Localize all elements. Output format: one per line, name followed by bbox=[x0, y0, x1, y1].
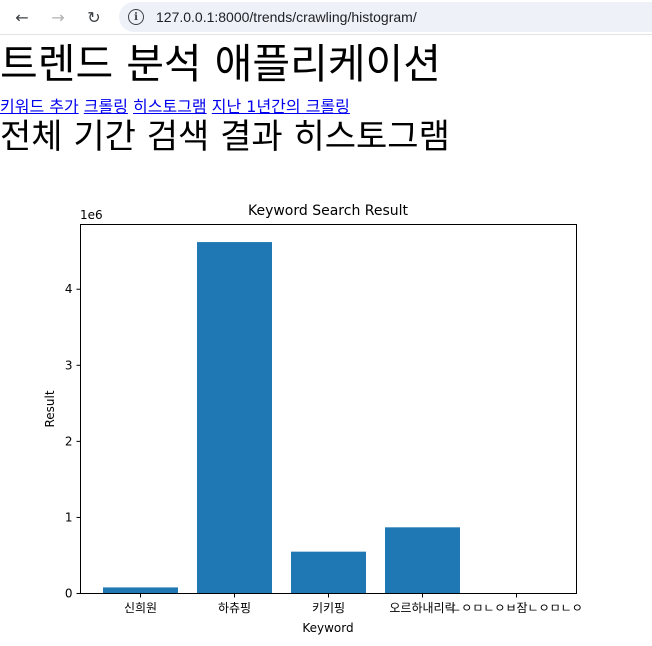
address-bar[interactable]: i 127.0.0.1:8000/trends/crawling/histogr… bbox=[119, 2, 652, 32]
y-tick-label: 1 bbox=[65, 510, 73, 524]
nav-links: 키워드 추가 크롤링 히스토그램 지난 1년간의 크롤링 bbox=[0, 96, 350, 118]
bar bbox=[291, 551, 366, 594]
nav-link-crawling[interactable]: 크롤링 bbox=[83, 97, 128, 116]
y-tick-label: 4 bbox=[65, 282, 73, 296]
page-title: 트렌드 분석 애플리케이션 bbox=[0, 40, 441, 88]
y-axis-offset-label: 1e6 bbox=[80, 208, 103, 222]
x-tick-label: ㄴㅇㅁㄴㅇㅂ잠ㄴㅇㅁㄴㅇ bbox=[450, 601, 582, 615]
nav-link-add-keyword[interactable]: 키워드 추가 bbox=[0, 97, 79, 116]
x-tick-label: 오르하내리락 bbox=[389, 601, 455, 615]
bar bbox=[103, 587, 178, 594]
section-title: 전체 기간 검색 결과 히스토그램 bbox=[0, 117, 450, 157]
bar bbox=[385, 527, 460, 594]
nav-link-last-year-crawling[interactable]: 지난 1년간의 크롤링 bbox=[211, 97, 350, 116]
reload-icon[interactable]: ↻ bbox=[87, 7, 101, 27]
plot-frame bbox=[80, 224, 577, 594]
forward-icon[interactable]: → bbox=[51, 7, 65, 27]
browser-toolbar: ← → ↻ i 127.0.0.1:8000/trends/crawling/h… bbox=[0, 0, 652, 35]
y-tick-label: 3 bbox=[65, 358, 73, 372]
nav-link-histogram[interactable]: 히스토그램 bbox=[133, 97, 207, 116]
x-tick-label: 신희원 bbox=[124, 601, 157, 615]
x-axis-label: Keyword bbox=[302, 621, 353, 635]
back-icon[interactable]: ← bbox=[15, 7, 29, 27]
url-text[interactable]: 127.0.0.1:8000/trends/crawling/histogram… bbox=[156, 9, 417, 25]
x-tick-label: 하츄핑 bbox=[218, 601, 251, 615]
y-tick-label: 0 bbox=[65, 587, 73, 601]
bar bbox=[197, 242, 272, 594]
y-axis-label: Result bbox=[43, 390, 57, 427]
site-info-icon[interactable]: i bbox=[128, 9, 144, 25]
x-tick-label: 키키핑 bbox=[312, 601, 345, 615]
chart-title: Keyword Search Result bbox=[248, 203, 409, 219]
y-tick-label: 2 bbox=[65, 434, 73, 448]
